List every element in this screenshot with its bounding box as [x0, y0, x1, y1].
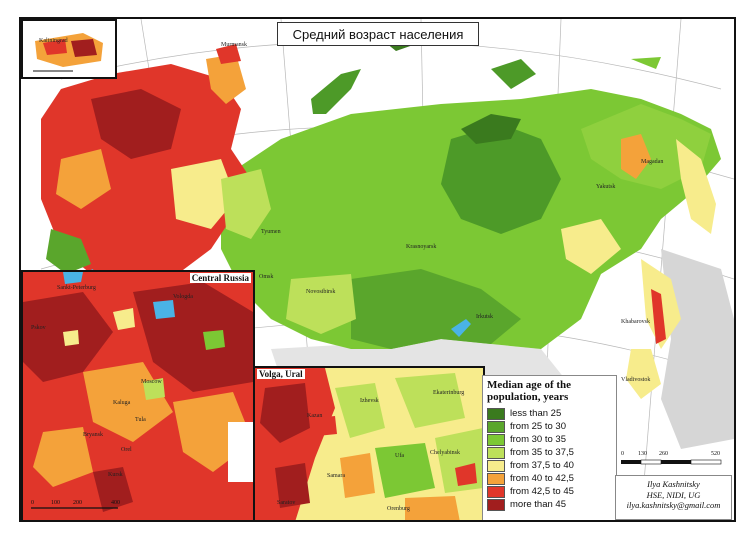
region-volga-yellow: [171, 159, 236, 229]
legend-title: Median age of the population, years: [487, 379, 572, 403]
region-caucasus: [46, 229, 91, 274]
region-north-yellow: [561, 219, 621, 274]
region-kamchatka: [676, 139, 716, 234]
legend-item-label: from 40 to 42,5: [510, 473, 574, 484]
scale-tick: 0: [621, 451, 624, 457]
city-label: Irkutsk: [476, 314, 493, 320]
legend-item-label: more than 45: [510, 499, 566, 510]
scale-tick: 260: [659, 451, 668, 457]
city-label: Vladivostok: [621, 377, 651, 383]
city-label: Tula: [135, 417, 146, 423]
inset-central-russia: Central Russia Sankt-Peterburg Pskov Vol…: [21, 270, 255, 520]
credit-box: Ilya Kashnitsky HSE, NIDI, UG ilya.kashn…: [615, 475, 732, 520]
region-european-russia: [41, 64, 251, 284]
legend-item: less than 25: [483, 407, 616, 420]
region-novaya-zemlya: [311, 69, 361, 114]
legend-item: from 40 to 42,5: [483, 472, 616, 485]
city-label: Ufa: [395, 453, 404, 459]
city-label: Omsk: [259, 274, 274, 280]
region-orange-east: [621, 134, 651, 179]
scale-tick: 0: [31, 500, 34, 506]
credit-affiliation: HSE, NIDI, UG: [646, 489, 701, 500]
inset-volga-ural: Volga, Ural Izhevsk Kazan Ekaterinburg C…: [253, 366, 485, 520]
legend-item: from 30 to 35: [483, 433, 616, 446]
region-kola: [216, 44, 241, 64]
city-label: Novosibirsk: [306, 289, 336, 295]
lake-baikal: [451, 319, 471, 337]
region-taimyr: [461, 114, 521, 144]
region-european-orange: [56, 149, 111, 209]
credit-author: Ilya Kashnitsky: [647, 479, 700, 489]
scale-tick: 100: [51, 500, 60, 506]
city-label: Pskov: [31, 325, 46, 331]
inset-volga-ural-label: Volga, Ural: [257, 369, 305, 379]
region-sakhalin: [651, 289, 666, 344]
city-label: Krasnoyarsk: [406, 244, 437, 250]
legend-swatch: [487, 485, 505, 498]
legend-swatch: [487, 433, 505, 446]
city-label: Sankt-Peterburg: [57, 285, 96, 291]
legend: Median age of the population, years less…: [482, 375, 617, 520]
scale-tick: 200: [73, 500, 82, 506]
map-frame: Средний возраст населения Kaliningrad: [19, 17, 736, 522]
legend-swatch: [487, 472, 505, 485]
region-primorye: [626, 349, 661, 399]
city-label: Vologda: [173, 294, 193, 300]
legend-swatch: [487, 420, 505, 433]
scale-tick: 520: [711, 451, 720, 457]
city-label: Tyumen: [261, 229, 281, 235]
city-label: Kursk: [108, 472, 123, 478]
legend-item: from 35 to 37,5: [483, 446, 616, 459]
region-south-siberia: [351, 269, 521, 349]
legend-item-label: from 37,5 to 40: [510, 460, 574, 471]
legend-swatch: [487, 498, 505, 511]
legend-swatch: [487, 446, 505, 459]
inset-kaliningrad-label: Kaliningrad: [39, 38, 68, 44]
city-label: Kazan: [307, 413, 323, 419]
region-karelia: [206, 54, 246, 104]
city-label: Izhevsk: [360, 398, 379, 404]
city-label: Khabarovsk: [621, 319, 650, 325]
inset-central-russia-label: Central Russia: [189, 273, 251, 283]
city-label: Kaluga: [113, 400, 131, 406]
region-severnaya-zemlya: [491, 59, 536, 89]
legend-item: from 25 to 30: [483, 420, 616, 433]
legend-item-label: from 42,5 to 45: [510, 486, 574, 497]
city-label: Saratov: [277, 500, 296, 506]
legend-item-label: from 25 to 30: [510, 421, 566, 432]
city-label: Samara: [327, 473, 345, 479]
city-label: Chelyabinsk: [430, 450, 460, 456]
legend-item-label: from 35 to 37,5: [510, 447, 574, 458]
city-label: Yakutsk: [596, 184, 616, 190]
city-label: Orel: [121, 447, 132, 453]
region-european-dark: [91, 89, 181, 159]
legend-item: from 37,5 to 40: [483, 459, 616, 472]
legend-item-label: from 30 to 35: [510, 434, 566, 445]
legend-item: more than 45: [483, 498, 616, 511]
map-title: Средний возраст населения: [277, 22, 479, 46]
legend-swatch: [487, 459, 505, 472]
legend-item: from 42,5 to 45: [483, 485, 616, 498]
credit-email: ilya.kashnitsky@gmail.com: [626, 500, 721, 510]
inset-kaliningrad: Kaliningrad: [21, 19, 117, 79]
neighbour-land: [661, 249, 734, 449]
region-ural-green: [221, 169, 271, 239]
city-label: Bryansk: [83, 432, 103, 438]
scale-tick: 400: [111, 500, 120, 506]
scale-tick: 130: [638, 451, 647, 457]
region-wrangel: [631, 57, 661, 69]
city-label: Moscow: [141, 379, 162, 385]
region-siberia-dark: [441, 124, 561, 234]
region-altai: [286, 274, 356, 334]
legend-item-label: less than 25: [510, 408, 562, 419]
city-label: Magadan: [641, 159, 664, 165]
city-label: Murmansk: [221, 42, 247, 48]
city-label: Ekaterinburg: [433, 390, 465, 396]
city-label: Orenburg: [387, 506, 410, 512]
legend-swatch: [487, 407, 505, 420]
